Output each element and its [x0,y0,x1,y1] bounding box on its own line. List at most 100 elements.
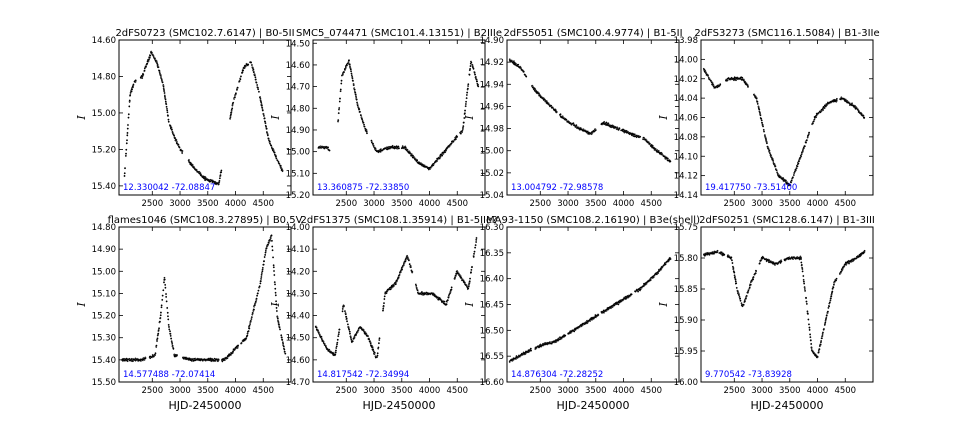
data-point [166,111,169,114]
data-point [397,276,400,279]
data-point [284,352,287,355]
data-point [376,354,379,357]
data-point [464,105,467,108]
x-tick-label: 4500 [834,199,856,209]
data-point [805,139,808,142]
data-point [245,337,248,340]
y-tick-label: 14.70 [286,83,310,93]
x-tick-label: 3000 [557,199,579,209]
data-point [412,154,414,157]
data-point [703,68,706,71]
data-point [169,125,172,127]
y-tick-label: 14.94 [480,80,504,90]
data-point [352,84,355,87]
data-point [648,142,651,145]
data-point [149,54,152,57]
data-point [173,134,176,137]
data-point [266,134,269,137]
data-point [272,264,275,267]
data-point [389,288,392,291]
data-point [249,319,252,322]
data-point [123,175,126,177]
data-point [762,125,764,128]
data-point [144,357,147,360]
data-point [264,251,267,254]
data-point [522,70,525,73]
data-point [275,157,278,160]
data-point [240,75,242,78]
data-point [169,332,172,335]
data-point [456,135,459,138]
data-point [800,155,803,158]
data-point [250,61,252,64]
data-point [156,64,159,66]
data-point [404,146,407,149]
data-point [159,317,162,319]
x-tick-label: 2500 [723,199,745,209]
data-point [267,242,270,244]
data-point [337,333,340,336]
data-point [154,352,157,355]
data-point [164,98,167,101]
data-points [121,234,287,363]
data-point [217,359,220,361]
data-point [269,142,271,145]
data-point [263,256,266,258]
data-point [134,79,137,82]
data-point [643,136,645,139]
data-point [372,348,375,351]
data-point [175,139,178,141]
data-point [128,99,131,102]
data-point [416,159,419,162]
data-point [165,295,168,298]
data-point [366,132,368,135]
x-axis-label: HJD-2450000 [169,399,242,412]
data-point [282,345,285,348]
x-tick-label: 3500 [197,199,219,209]
data-point [170,337,173,340]
data-point [363,125,366,128]
data-point [165,103,168,105]
y-tick-label: 14.98 [480,125,504,135]
data-point [280,334,283,337]
data-point [146,62,149,65]
y-tick-label: 15.50 [92,378,116,388]
data-point [454,138,457,140]
data-point [755,97,758,100]
y-tick-label: 14.92 [480,58,504,68]
data-point [178,146,181,149]
data-point [343,305,345,307]
data-point [162,289,165,292]
data-point [126,360,129,362]
data-point [156,337,159,340]
data-point [278,326,281,329]
data-point [369,342,372,345]
data-point [127,124,129,126]
data-point [273,270,275,272]
data-point [143,69,146,72]
data-point [165,293,167,295]
x-tick-label: 4000 [807,199,829,209]
data-point [633,133,636,136]
y-tick-label: 15.00 [286,148,310,158]
data-point [256,294,258,297]
data-point [270,234,273,237]
data-point [666,157,669,160]
x-tick-label: 2500 [529,199,551,209]
data-point [132,83,135,86]
x-tick-label: 3500 [585,199,607,209]
data-point [823,107,826,109]
data-point [274,283,276,286]
data-point [441,154,444,157]
data-point [756,100,759,103]
data-point [465,94,468,96]
data-point [204,179,207,181]
data-point [466,91,469,94]
data-point [218,177,221,180]
data-point [191,164,194,166]
data-point [467,83,470,86]
data-point [346,320,348,323]
data-point [792,176,794,179]
data-point [251,64,253,66]
data-point [250,316,253,319]
